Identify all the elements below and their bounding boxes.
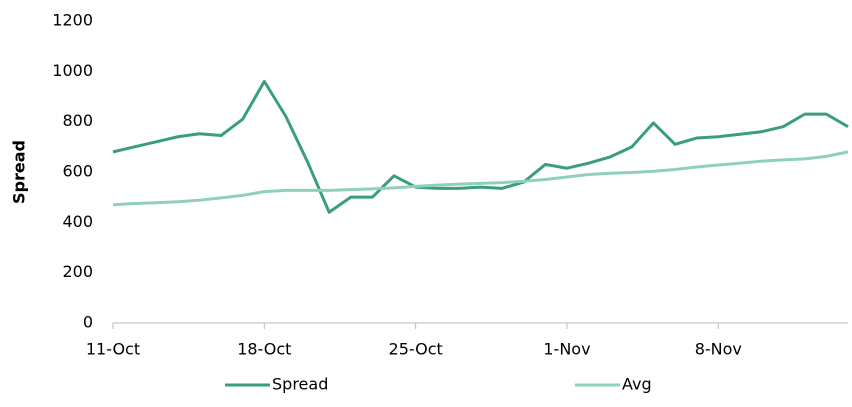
y-tick-label: 800: [62, 111, 93, 130]
y-tick-label: 1000: [52, 61, 93, 80]
y-tick-label: 1200: [52, 11, 93, 30]
x-tick-label: 18-Oct: [237, 340, 291, 359]
y-tick-label: 200: [62, 262, 93, 281]
line-series: [112, 150, 849, 207]
x-tick-label: 8-Nov: [695, 340, 742, 359]
y-tick-label: 0: [83, 313, 93, 332]
x-tick-label: 11-Oct: [86, 340, 140, 359]
x-tick-label: 25-Oct: [389, 340, 443, 359]
y-axis-label: Spread: [10, 140, 29, 204]
legend-label: Spread: [272, 375, 328, 394]
line-series: [112, 79, 849, 214]
y-tick-label: 400: [62, 212, 93, 231]
legend-label: Avg: [622, 375, 652, 394]
x-tick-label: 1-Nov: [543, 340, 590, 359]
y-tick-label: 600: [62, 162, 93, 181]
